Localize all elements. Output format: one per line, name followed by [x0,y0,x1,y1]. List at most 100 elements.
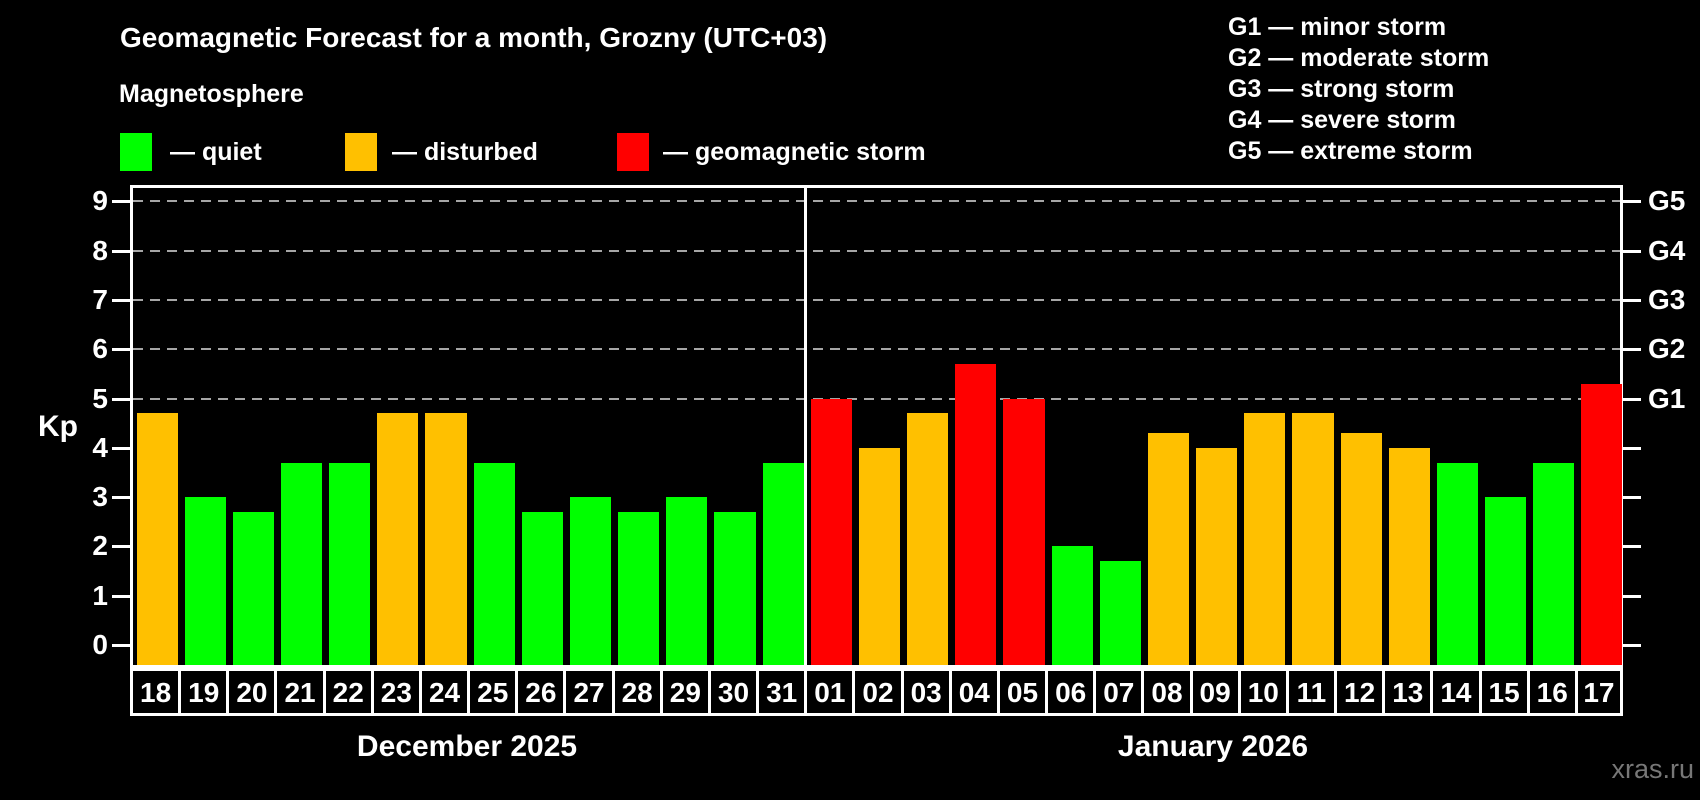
y-tick-label-0: 0 [92,629,108,660]
kp-bar-14-jan [1436,462,1478,665]
kp-bar-11-jan [1292,413,1334,665]
legend-label-storm: — geomagnetic storm [663,138,926,166]
day-box-11-jan: 11 [1285,668,1335,716]
y-tick-6 [112,348,130,352]
kp-bar-12-jan [1340,433,1382,665]
day-box-17-jan: 17 [1574,668,1623,716]
right-axis-label-g3: G3 [1648,283,1686,315]
kp-bar-26-dec [521,511,563,665]
storm-color-swatch [617,133,649,171]
y-tick-8 [112,249,130,253]
month-separator [804,188,808,665]
right-tick-3 [1623,496,1641,500]
day-box-01-jan: 01 [804,668,853,716]
kp-bar-07-jan [1099,561,1141,665]
day-box-22-dec: 22 [322,668,371,716]
gridline-6 [133,348,1620,351]
day-box-03-jan: 03 [900,668,949,716]
right-tick-6 [1623,348,1641,352]
right-tick-4 [1623,446,1641,450]
month-label-december: December 2025 [356,730,578,763]
day-box-05-jan: 05 [996,668,1046,716]
day-box-14-jan: 14 [1430,668,1479,716]
kp-bar-30-dec [714,511,756,665]
day-box-26-dec: 26 [515,668,564,716]
day-box-21-dec: 21 [274,668,323,716]
right-axis-label-g1: G1 [1648,382,1686,414]
kp-bar-24-dec [425,413,467,665]
y-axis-title: Kp [38,410,78,443]
kp-bar-10-jan [1244,413,1286,665]
kp-bar-15-jan [1485,497,1527,665]
kp-bar-03-jan [907,413,949,665]
right-axis-label-g2: G2 [1648,333,1686,365]
storm-scale-line-g2: G2 — moderate storm [1228,44,1490,72]
day-box-24-dec: 24 [418,668,468,716]
y-tick-0 [112,644,130,647]
y-tick-5 [112,397,130,401]
right-tick-0 [1623,644,1641,647]
right-tick-7 [1623,298,1641,302]
right-tick-1 [1623,594,1641,598]
kp-bar-02-jan [858,447,901,665]
y-tick-label-4: 4 [92,431,108,463]
kp-bar-04-jan [955,364,997,665]
legend-label-quiet: — quiet [170,138,262,166]
day-box-09-jan: 09 [1189,668,1238,716]
gridline-8 [133,249,1620,252]
y-tick-3 [112,496,130,500]
day-box-30-dec: 30 [707,668,757,716]
day-box-02-jan: 02 [852,668,901,716]
kp-bar-06-jan [1051,546,1093,665]
gridline-5 [133,397,1620,400]
day-box-12-jan: 12 [1334,668,1383,716]
kp-bar-09-jan [1196,447,1238,665]
legend-label-disturbed: — disturbed [392,138,538,166]
kp-bar-29-dec [666,497,708,665]
kp-bar-16-jan [1533,462,1575,665]
kp-bar-31-dec [762,462,804,665]
kp-bar-23-dec [377,413,419,665]
y-tick-label-6: 6 [92,333,108,365]
y-tick-9 [112,200,130,204]
day-box-08-jan: 08 [1141,668,1190,716]
gridline-9 [133,200,1620,203]
storm-scale-line-g1: G1 — minor storm [1228,13,1447,41]
day-label-row: 18 19 20 21 22 23 24 25 26 27 28 29 30 31 01 02 03 04 05 06… [130,668,1623,716]
kp-bar-25-dec [473,462,515,665]
day-box-07-jan: 07 [1093,668,1142,716]
day-box-16-jan: 16 [1526,668,1575,716]
kp-bar-19-dec [184,497,226,665]
right-tick-5 [1623,397,1641,401]
y-tick-2 [112,545,130,549]
y-tick-label-3: 3 [92,481,108,513]
day-box-25-dec: 25 [467,668,516,716]
day-box-13-jan: 13 [1382,668,1431,716]
gridline-7 [133,298,1620,301]
kp-bar-20-dec [232,511,274,665]
y-tick-label-1: 1 [92,579,108,611]
kp-bar-01-jan [810,398,852,665]
y-tick-label-5: 5 [92,382,108,414]
day-box-04-jan: 04 [948,668,997,716]
kp-bar-13-jan [1388,447,1430,665]
right-axis-label-g5: G5 [1648,185,1686,217]
disturbed-color-swatch [345,133,377,171]
plot-area [130,185,1623,668]
right-tick-8 [1623,249,1641,253]
day-box-15-jan: 15 [1478,668,1527,716]
day-box-18-dec: 18 [130,668,179,716]
day-box-23-dec: 23 [370,668,419,716]
right-tick-2 [1623,545,1641,549]
kp-bar-27-dec [569,497,612,665]
day-box-31-dec: 31 [756,668,805,716]
storm-scale-line-g4: G4 — severe storm [1228,106,1456,134]
page-title: Geomagnetic Forecast for a month, Grozny… [120,22,828,53]
subtitle-magnetosphere: Magnetosphere [119,80,304,108]
kp-bar-21-dec [280,462,323,665]
y-tick-label-8: 8 [92,234,108,266]
y-tick-label-7: 7 [92,283,108,315]
month-label-january: January 2026 [1117,730,1309,763]
storm-scale-legend: G1 — minor storm G2 — moderate storm G3 — … [1228,12,1489,167]
